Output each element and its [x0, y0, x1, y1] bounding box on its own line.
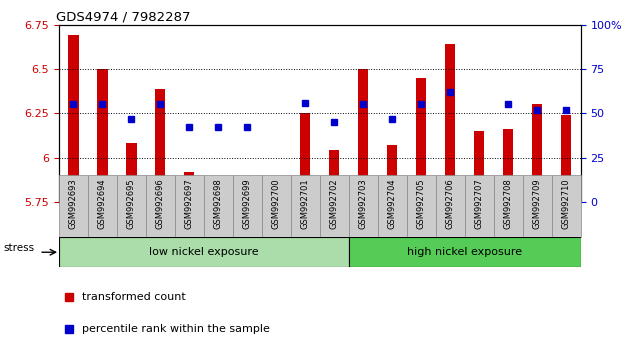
FancyBboxPatch shape [465, 175, 494, 237]
FancyBboxPatch shape [88, 175, 117, 237]
Bar [271, 188, 281, 202]
Text: GSM992708: GSM992708 [504, 178, 513, 229]
FancyBboxPatch shape [407, 175, 436, 237]
Bar [532, 104, 542, 202]
FancyBboxPatch shape [436, 175, 465, 237]
Bar [184, 172, 194, 202]
Bar [503, 129, 513, 202]
FancyBboxPatch shape [59, 237, 349, 267]
Bar [68, 35, 78, 202]
FancyBboxPatch shape [117, 175, 146, 237]
Bar [561, 115, 571, 202]
Text: GSM992700: GSM992700 [272, 178, 281, 229]
FancyBboxPatch shape [262, 175, 291, 237]
Bar [474, 131, 484, 202]
Text: GSM992702: GSM992702 [330, 178, 339, 229]
FancyBboxPatch shape [551, 175, 581, 237]
FancyBboxPatch shape [233, 175, 262, 237]
Text: GSM992696: GSM992696 [156, 178, 165, 229]
FancyBboxPatch shape [494, 175, 523, 237]
Text: GSM992704: GSM992704 [388, 178, 397, 229]
Text: GSM992695: GSM992695 [127, 178, 136, 229]
FancyBboxPatch shape [291, 175, 320, 237]
Bar [155, 88, 165, 202]
Bar [445, 44, 455, 202]
Text: GSM992703: GSM992703 [359, 178, 368, 229]
Bar [300, 113, 310, 202]
Text: GSM992707: GSM992707 [474, 178, 484, 229]
FancyBboxPatch shape [175, 175, 204, 237]
Text: high nickel exposure: high nickel exposure [407, 247, 522, 257]
Text: GSM992710: GSM992710 [561, 178, 571, 229]
Text: low nickel exposure: low nickel exposure [149, 247, 259, 257]
FancyBboxPatch shape [378, 175, 407, 237]
FancyBboxPatch shape [146, 175, 175, 237]
Bar [388, 145, 397, 202]
Bar [416, 78, 426, 202]
FancyBboxPatch shape [349, 237, 581, 267]
Text: GSM992701: GSM992701 [301, 178, 310, 229]
Text: transformed count: transformed count [83, 292, 186, 302]
Text: GSM992706: GSM992706 [446, 178, 455, 229]
Bar [242, 186, 252, 202]
Text: GSM992709: GSM992709 [533, 178, 542, 229]
FancyBboxPatch shape [204, 175, 233, 237]
Bar [329, 150, 339, 202]
Text: GSM992694: GSM992694 [98, 178, 107, 229]
Text: GSM992697: GSM992697 [185, 178, 194, 229]
Text: GDS4974 / 7982287: GDS4974 / 7982287 [57, 11, 191, 24]
Text: GSM992698: GSM992698 [214, 178, 223, 229]
Text: percentile rank within the sample: percentile rank within the sample [83, 324, 270, 334]
Bar [127, 143, 137, 202]
Bar [358, 69, 368, 202]
Text: GSM992693: GSM992693 [69, 178, 78, 229]
Text: GSM992699: GSM992699 [243, 178, 252, 229]
Bar [97, 69, 107, 202]
FancyBboxPatch shape [59, 175, 88, 237]
FancyBboxPatch shape [349, 175, 378, 237]
Text: GSM992705: GSM992705 [417, 178, 426, 229]
Text: stress: stress [3, 243, 34, 253]
Bar [214, 182, 224, 202]
FancyBboxPatch shape [523, 175, 551, 237]
FancyBboxPatch shape [320, 175, 349, 237]
